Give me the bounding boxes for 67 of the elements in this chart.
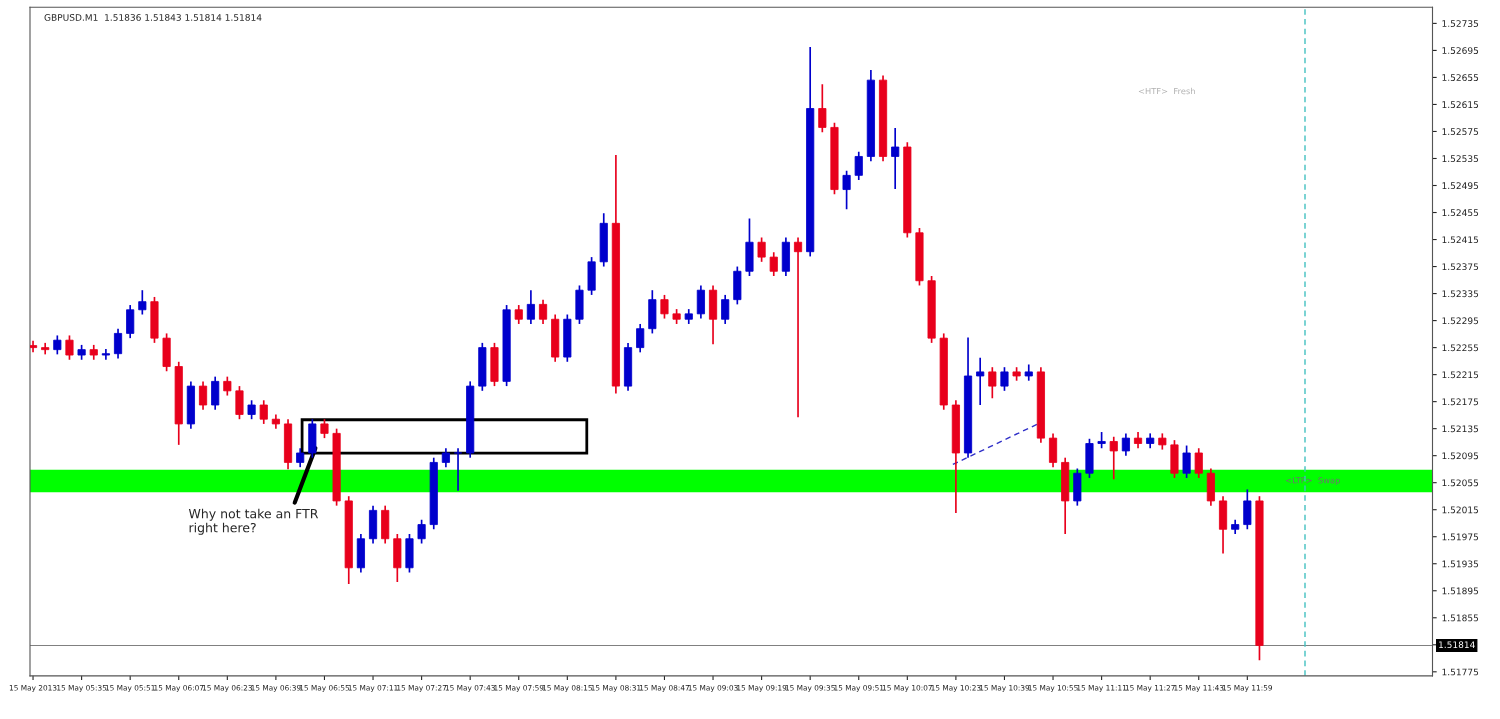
annotation: <HTF> Fresh bbox=[1138, 87, 1195, 95]
y-tick-label: 1.51935 bbox=[1442, 560, 1479, 568]
candlestick bbox=[526, 289, 535, 325]
candlestick bbox=[660, 294, 669, 320]
candlestick bbox=[65, 334, 74, 361]
candlestick bbox=[988, 366, 997, 400]
band-label: <LTF> Swap bbox=[1286, 477, 1340, 486]
y-tick-label: 1.52455 bbox=[1442, 209, 1479, 217]
candlestick bbox=[854, 150, 863, 181]
candlestick bbox=[417, 519, 426, 545]
candlestick bbox=[757, 236, 766, 263]
candlestick bbox=[441, 447, 450, 468]
y-tick-label: 1.52535 bbox=[1442, 155, 1479, 163]
candlestick bbox=[1194, 447, 1203, 479]
candlestick bbox=[138, 289, 147, 316]
candlestick bbox=[113, 327, 123, 360]
y-tick-label: 1.52175 bbox=[1442, 398, 1479, 406]
candlestick bbox=[211, 375, 220, 411]
candlestick bbox=[1121, 432, 1130, 457]
text: GBPUSD.M1 1.51836 1.51843 1.51814 1.51814 bbox=[44, 14, 262, 21]
y-tick-label: 1.52055 bbox=[1442, 479, 1479, 487]
candlestick bbox=[1243, 488, 1252, 531]
candlestick bbox=[1182, 444, 1191, 479]
candlestick bbox=[259, 399, 268, 425]
y-tick-label: 1.52575 bbox=[1442, 128, 1479, 136]
y-tick-label: 1.52295 bbox=[1442, 317, 1479, 325]
candlestick bbox=[53, 334, 62, 356]
y-tick-label: 1.52015 bbox=[1442, 506, 1479, 514]
candlestick bbox=[976, 356, 985, 406]
y-tick-label: 1.52735 bbox=[1442, 20, 1479, 27]
candlestick bbox=[320, 418, 329, 439]
candlestick bbox=[198, 380, 208, 411]
y-tick-label: 1.52615 bbox=[1442, 101, 1479, 109]
candlestick bbox=[247, 399, 256, 421]
y-tick-label: 1.52655 bbox=[1442, 74, 1479, 81]
candlestick bbox=[235, 385, 244, 421]
y-tick-label: 1.52415 bbox=[1442, 236, 1479, 244]
y-tick-label: 1.52215 bbox=[1442, 371, 1479, 379]
y-tick-label: 1.52255 bbox=[1442, 344, 1479, 352]
candlestick bbox=[514, 304, 523, 325]
candlestick bbox=[223, 375, 232, 397]
candlestick bbox=[126, 304, 135, 339]
candlestick bbox=[538, 298, 548, 325]
candlestick bbox=[696, 284, 705, 320]
candlestick bbox=[636, 323, 645, 354]
candlestick bbox=[721, 294, 730, 325]
candlestick bbox=[793, 236, 803, 419]
y-tick-label: 1.52135 bbox=[1442, 425, 1479, 433]
y-tick-label: 1.52095 bbox=[1442, 452, 1479, 460]
y-tick-label: 1.51975 bbox=[1442, 533, 1479, 541]
y-tick-label: 1.52375 bbox=[1442, 263, 1479, 271]
candlestick bbox=[453, 447, 463, 492]
ref-line-label: 1.51814 bbox=[1439, 641, 1475, 649]
candlestick bbox=[842, 169, 851, 210]
y-tick-label: 1.51855 bbox=[1442, 614, 1479, 622]
candlestick bbox=[769, 251, 778, 277]
y-tick-label: 1.52335 bbox=[1442, 290, 1479, 298]
annotation: Why not take an FTR right here? bbox=[188, 508, 319, 535]
candlestick bbox=[818, 83, 827, 133]
y-tick-label: 1.52495 bbox=[1442, 182, 1479, 190]
candlestick bbox=[1109, 435, 1118, 481]
candlestick bbox=[296, 447, 305, 468]
y-tick-label: 1.52695 bbox=[1442, 47, 1479, 54]
y-tick-label: 1.51775 bbox=[1442, 668, 1479, 676]
candlestick bbox=[1000, 366, 1009, 392]
candlestick bbox=[891, 127, 900, 190]
y-tick-label: 1.51895 bbox=[1442, 587, 1479, 595]
